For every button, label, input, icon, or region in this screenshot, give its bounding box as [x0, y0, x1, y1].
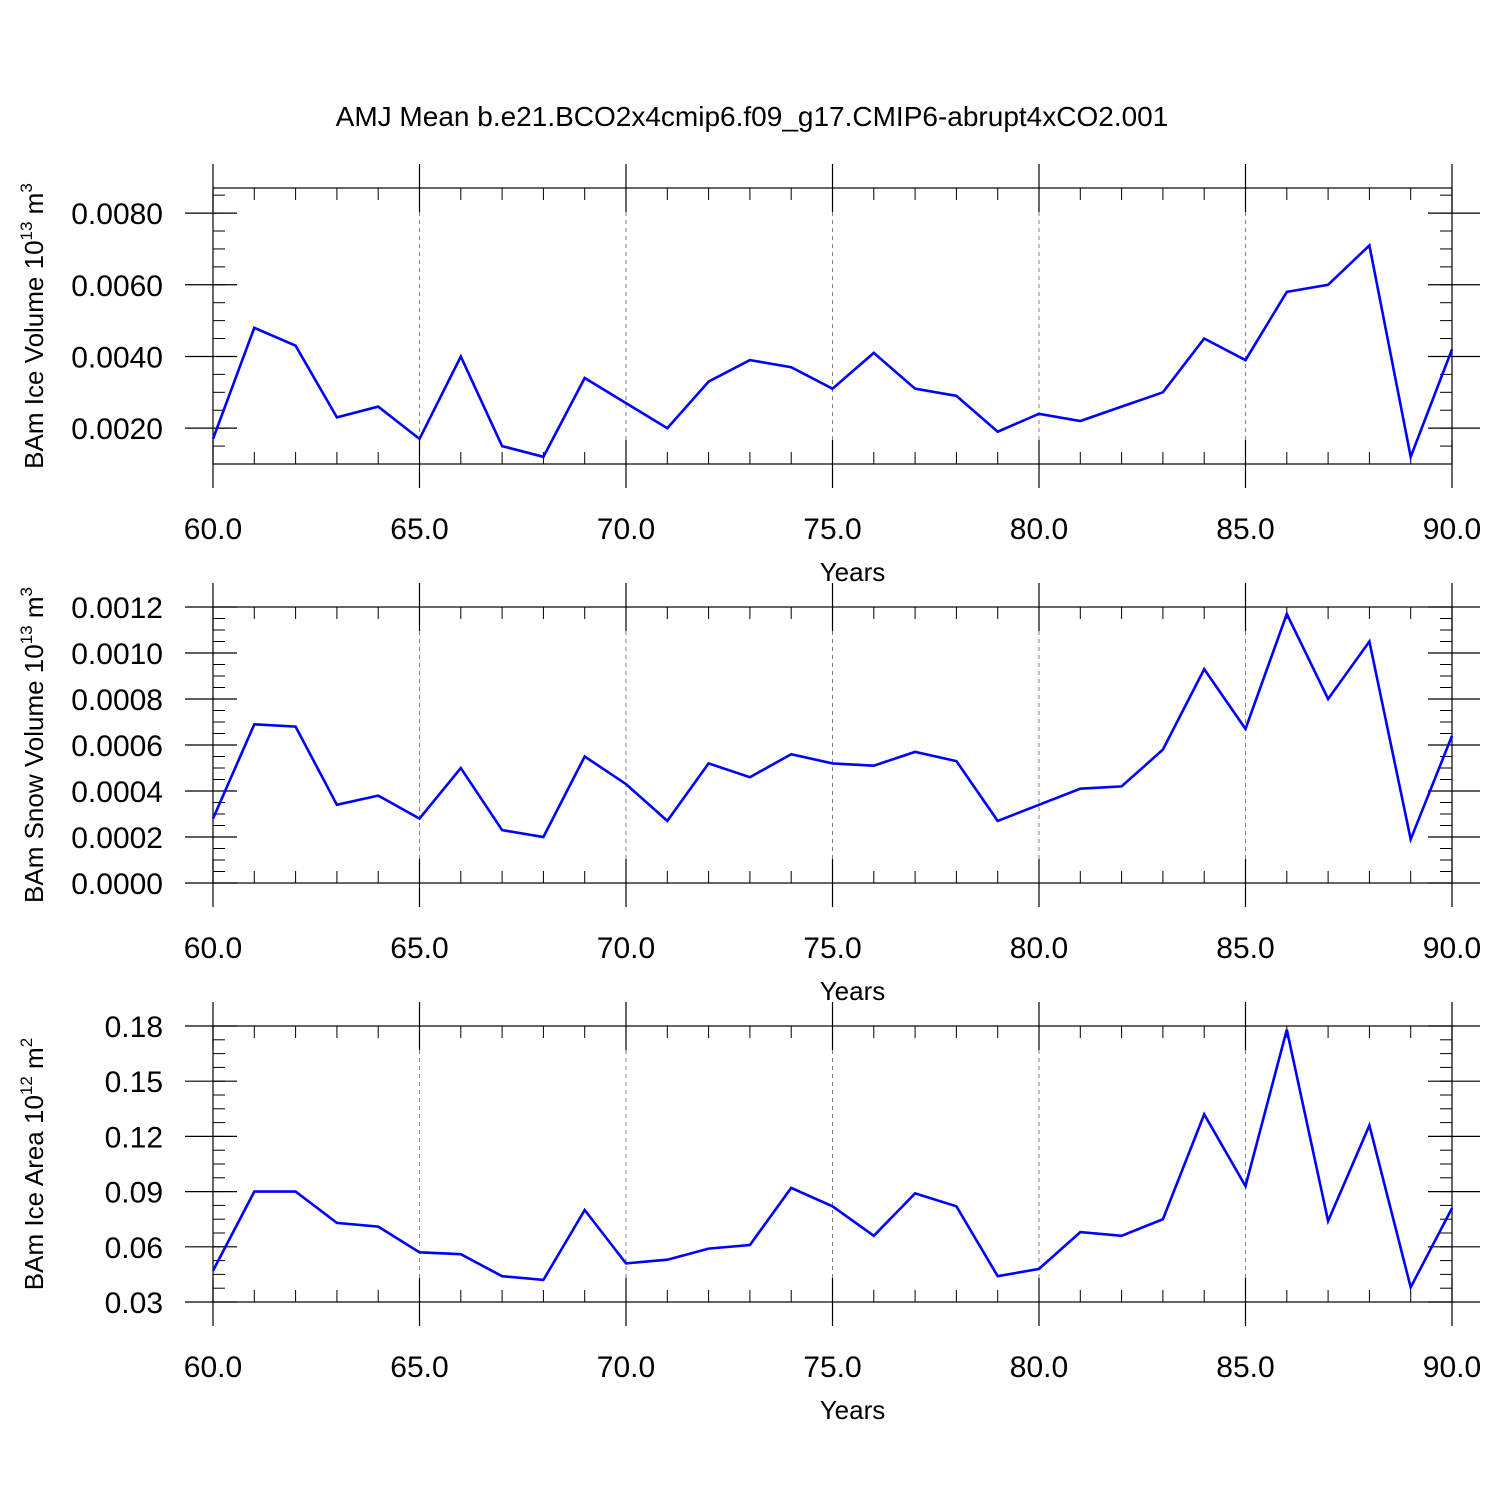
figure-title: AMJ Mean b.e21.BCO2x4cmip6.f09_g17.CMIP6…: [336, 101, 1169, 132]
y-tick-label: 0.0040: [71, 341, 163, 374]
chart-panel-3: 60.0 65.0 70.0 75.0 80.0 85.0 90.0 0.03 0.06 0.09…: [17, 1002, 1481, 1425]
series-line: [211, 1029, 1454, 1291]
y-axis-title: BAm Ice Area 1012 m2: [17, 1038, 49, 1290]
y-axis-title-unit-exponent: 3: [17, 183, 36, 192]
x-tick-label: 90.0: [1423, 1351, 1481, 1384]
x-axis-title: Years: [820, 976, 886, 1006]
y-axis-title-unit-exponent: 2: [17, 1038, 36, 1047]
x-tick-label: 80.0: [1010, 932, 1068, 965]
y-axis-title-unit-exponent: 3: [17, 587, 36, 596]
series-line: [211, 610, 1454, 844]
y-axis-title-unit: m: [19, 193, 49, 222]
chart-panels: 60.0 65.0 70.0 75.0 80.0 85.0 90.0 0.0020 0.0040…: [17, 164, 1481, 1425]
x-tick-label: 90.0: [1423, 932, 1481, 965]
x-tick-label: 85.0: [1216, 1351, 1274, 1384]
x-tick-label: 65.0: [390, 1351, 448, 1384]
x-tick-label: 60.0: [184, 1351, 242, 1384]
y-axis-title: BAm Snow Volume 1013 m3: [17, 587, 49, 903]
x-axis-title: Years: [820, 1395, 886, 1425]
y-axis-title-unit: m: [19, 1047, 49, 1076]
x-tick-label: 60.0: [184, 513, 242, 546]
y-tick-label: 0.0060: [71, 270, 163, 303]
x-tick-label: 70.0: [597, 932, 655, 965]
y-tick-label: 0.0004: [71, 776, 163, 809]
y-axis-title-exponent: 13: [17, 625, 36, 644]
y-tick-label: 0.0020: [71, 413, 163, 446]
y-axis-title-base: BAm Snow Volume 10: [19, 644, 49, 903]
y-tick-label: 0.0012: [71, 592, 163, 625]
x-tick-label: 80.0: [1010, 513, 1068, 546]
x-tick-label: 65.0: [390, 513, 448, 546]
y-tick-label: 0.0010: [71, 638, 163, 671]
x-tick-label: 90.0: [1423, 513, 1481, 546]
y-tick-label: 0.18: [105, 1011, 163, 1044]
x-tick-label: 80.0: [1010, 1351, 1068, 1384]
series-line: [211, 242, 1454, 462]
x-tick-label: 75.0: [803, 513, 861, 546]
chart-panel-2: 60.0 65.0 70.0 75.0 80.0 85.0 90.0 0.0000 0.0002…: [17, 583, 1481, 1006]
y-axis-title-base: BAm Ice Volume 10: [19, 240, 49, 468]
y-tick-label: 0.15: [105, 1066, 163, 1099]
y-tick-label: 0.12: [105, 1121, 163, 1154]
y-tick-label: 0.0006: [71, 730, 163, 763]
y-axis-title-base: BAm Ice Area 10: [19, 1095, 49, 1290]
y-axis-title: BAm Ice Volume 1013 m3: [17, 183, 49, 469]
y-tick-label: 0.0008: [71, 684, 163, 717]
y-axis-title-exponent: 13: [17, 222, 36, 241]
x-tick-label: 70.0: [597, 1351, 655, 1384]
y-tick-label: 0.09: [105, 1177, 163, 1210]
x-tick-label: 70.0: [597, 513, 655, 546]
y-tick-label: 0.06: [105, 1232, 163, 1265]
y-axis-title-unit: m: [19, 596, 49, 625]
y-axis-title-exponent: 12: [17, 1076, 36, 1095]
x-tick-label: 65.0: [390, 932, 448, 965]
x-tick-label: 85.0: [1216, 513, 1274, 546]
x-tick-label: 60.0: [184, 932, 242, 965]
x-tick-label: 85.0: [1216, 932, 1274, 965]
x-tick-label: 75.0: [803, 1351, 861, 1384]
x-tick-label: 75.0: [803, 932, 861, 965]
y-tick-label: 0.0000: [71, 868, 163, 901]
y-tick-label: 0.0080: [71, 198, 163, 231]
chart-panel-1: 60.0 65.0 70.0 75.0 80.0 85.0 90.0 0.0020 0.0040…: [17, 164, 1481, 587]
y-tick-label: 0.0002: [71, 822, 163, 855]
y-tick-label: 0.03: [105, 1287, 163, 1320]
x-axis-title: Years: [820, 557, 886, 587]
